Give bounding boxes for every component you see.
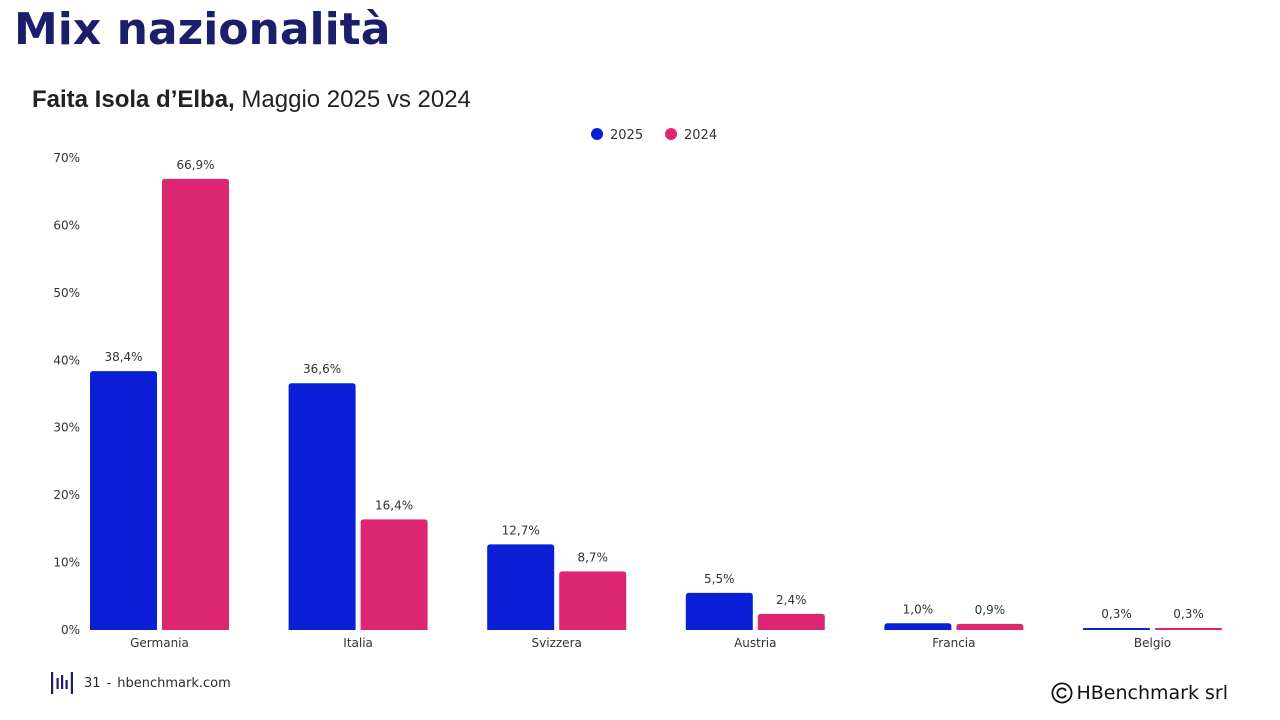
bar-germania-2024 [162, 178, 229, 630]
y-tick-label: 70% [53, 151, 80, 165]
data-label-svizzera-2024: 8,7% [577, 550, 608, 564]
x-tick-label-germania: Germania [130, 636, 189, 650]
copyright-notice: HBenchmark srl [1051, 682, 1228, 704]
bar-svizzera-2024 [559, 571, 627, 630]
bar-series [90, 178, 1222, 630]
data-labels: 38,4% 66,9% 36,6% 16,4% 12,7% 8,7% 5,5% 2,4% 1,0… [104, 158, 1203, 621]
x-tick-label-austria: Austria [734, 636, 776, 650]
copyright-text: HBenchmark srl [1076, 682, 1228, 704]
bar-italia-2024 [360, 519, 428, 630]
legend-label-2024: 2024 [684, 128, 717, 143]
y-tick-label: 20% [53, 488, 80, 502]
data-label-francia-2025: 1,0% [903, 602, 934, 616]
bar-francia-2025 [884, 623, 952, 630]
data-label-austria-2024: 2,4% [776, 593, 807, 607]
footer-site-link[interactable]: hbenchmark.com [117, 675, 231, 691]
data-label-germania-2025: 38,4% [104, 350, 142, 364]
data-label-francia-2024: 0,9% [975, 603, 1006, 617]
bar-belgio-2025 [1083, 627, 1150, 630]
data-label-italia-2024: 16,4% [375, 498, 413, 512]
y-tick-label: 30% [53, 421, 80, 435]
page-title: Mix nazionalità [14, 4, 391, 55]
x-tick-label-italia: Italia [343, 636, 373, 650]
data-label-austria-2025: 5,5% [704, 572, 735, 586]
legend-label-2025: 2025 [610, 128, 643, 143]
bar-belgio-2024 [1155, 627, 1222, 630]
legend-marker-2024 [665, 128, 677, 140]
data-label-italia-2025: 36,6% [303, 362, 341, 376]
bar-germania-2025 [90, 371, 157, 630]
footer-left: 31 - hbenchmark.com [50, 671, 231, 695]
y-tick-label: 50% [53, 286, 80, 300]
data-label-belgio-2024: 0,3% [1173, 607, 1204, 621]
x-axis: Germania Italia Svizzera Austria Francia Belg… [130, 636, 1171, 650]
footer-separator: - [106, 675, 112, 691]
y-tick-label: 0% [61, 623, 80, 637]
y-tick-label: 10% [53, 556, 80, 570]
y-axis: 0% 10% 20% 30% 40% 50% 60% 70% [53, 151, 80, 637]
chart-legend: 2025 2024 [591, 128, 717, 143]
hbenchmark-logo-icon [51, 672, 73, 694]
chart-subtitle: Faita Isola d’Elba, Maggio 2025 vs 2024 [32, 86, 471, 114]
bar-austria-2025 [685, 592, 753, 630]
copyright-icon [1051, 682, 1073, 704]
bar-italia-2025 [288, 383, 356, 630]
footer-page-number: 31 [84, 675, 101, 691]
x-tick-label-belgio: Belgio [1134, 636, 1171, 650]
bar-austria-2024 [757, 613, 825, 630]
subtitle-location: Faita Isola d’Elba, [32, 86, 235, 113]
x-tick-label-francia: Francia [932, 636, 975, 650]
y-tick-label: 40% [53, 353, 80, 367]
bar-svizzera-2025 [487, 544, 555, 630]
legend-marker-2025 [591, 128, 603, 140]
subtitle-period: Maggio 2025 vs 2024 [234, 86, 471, 113]
data-label-belgio-2025: 0,3% [1101, 607, 1132, 621]
data-label-germania-2024: 66,9% [176, 158, 214, 172]
data-label-svizzera-2025: 12,7% [502, 523, 540, 537]
y-tick-label: 60% [53, 218, 80, 232]
bar-francia-2024 [956, 623, 1024, 630]
x-tick-label-svizzera: Svizzera [532, 636, 582, 650]
